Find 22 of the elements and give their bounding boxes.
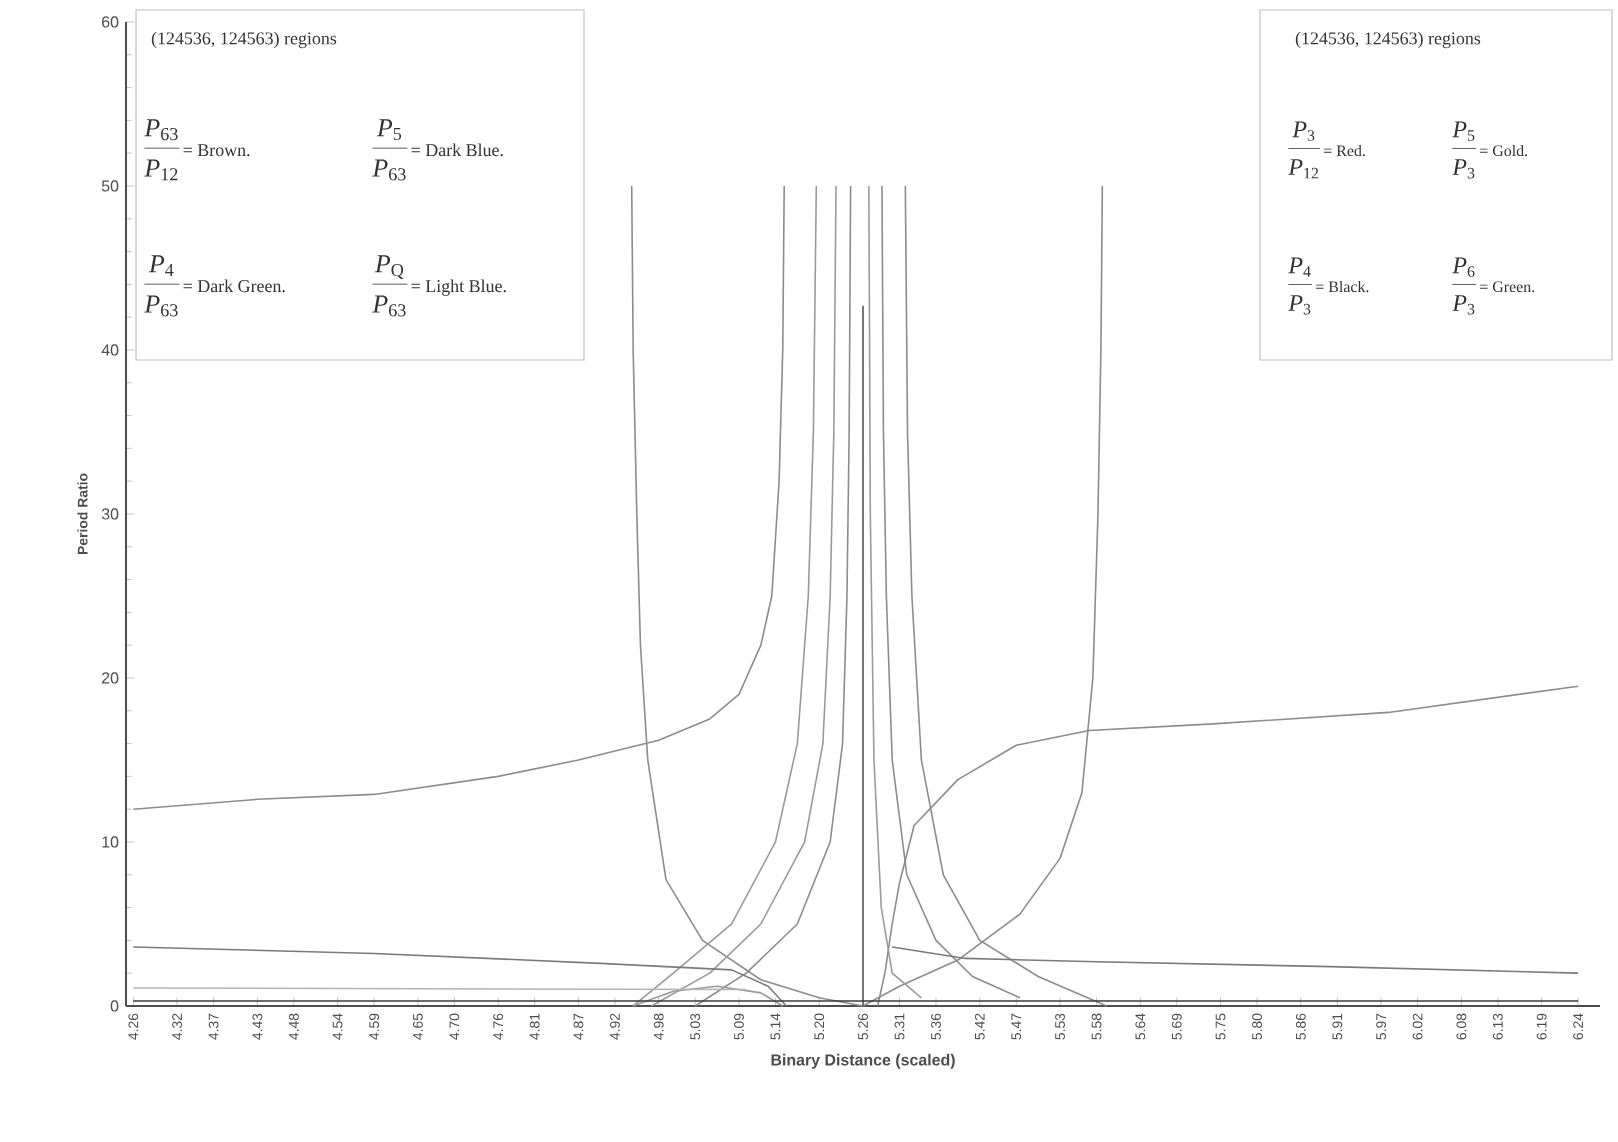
annotation: P$_{3}$ <box>1292 121 1315 141</box>
annotation: P$_{3}$ <box>1452 159 1475 179</box>
annotation: P$_{12}$ <box>144 159 178 181</box>
annotation: P$_{12}$ <box>1288 159 1319 179</box>
annotation: = Dark Blue. <box>411 143 503 157</box>
annotation: P$_{5}$ <box>1452 121 1475 141</box>
annotation: P$_{3}$ <box>1288 295 1311 315</box>
annotation: = Brown. <box>183 144 250 157</box>
annotation: P$_{4}$ <box>148 255 174 276</box>
annotation: (124536, 124563) regions <box>1295 31 1481 49</box>
annotation: P$_{5}$ <box>376 119 402 141</box>
annotation: P$_{Q}$ <box>374 255 404 279</box>
annotation: P$_{63}$ <box>372 159 406 181</box>
annotation: (124536, 124563) regions <box>151 31 337 49</box>
annotation: P$_{3}$ <box>1452 295 1475 315</box>
annotation: P$_{4}$ <box>1288 257 1311 277</box>
annotation: P$_{6}$ <box>1452 257 1475 277</box>
annotation: = Light Blue. <box>411 279 506 296</box>
annotation: = Dark Green. <box>183 279 285 293</box>
annotation: P$_{63}$ <box>372 295 406 317</box>
annotation: P$_{63}$ <box>144 295 178 317</box>
annotation: P$_{63}$ <box>144 119 178 141</box>
